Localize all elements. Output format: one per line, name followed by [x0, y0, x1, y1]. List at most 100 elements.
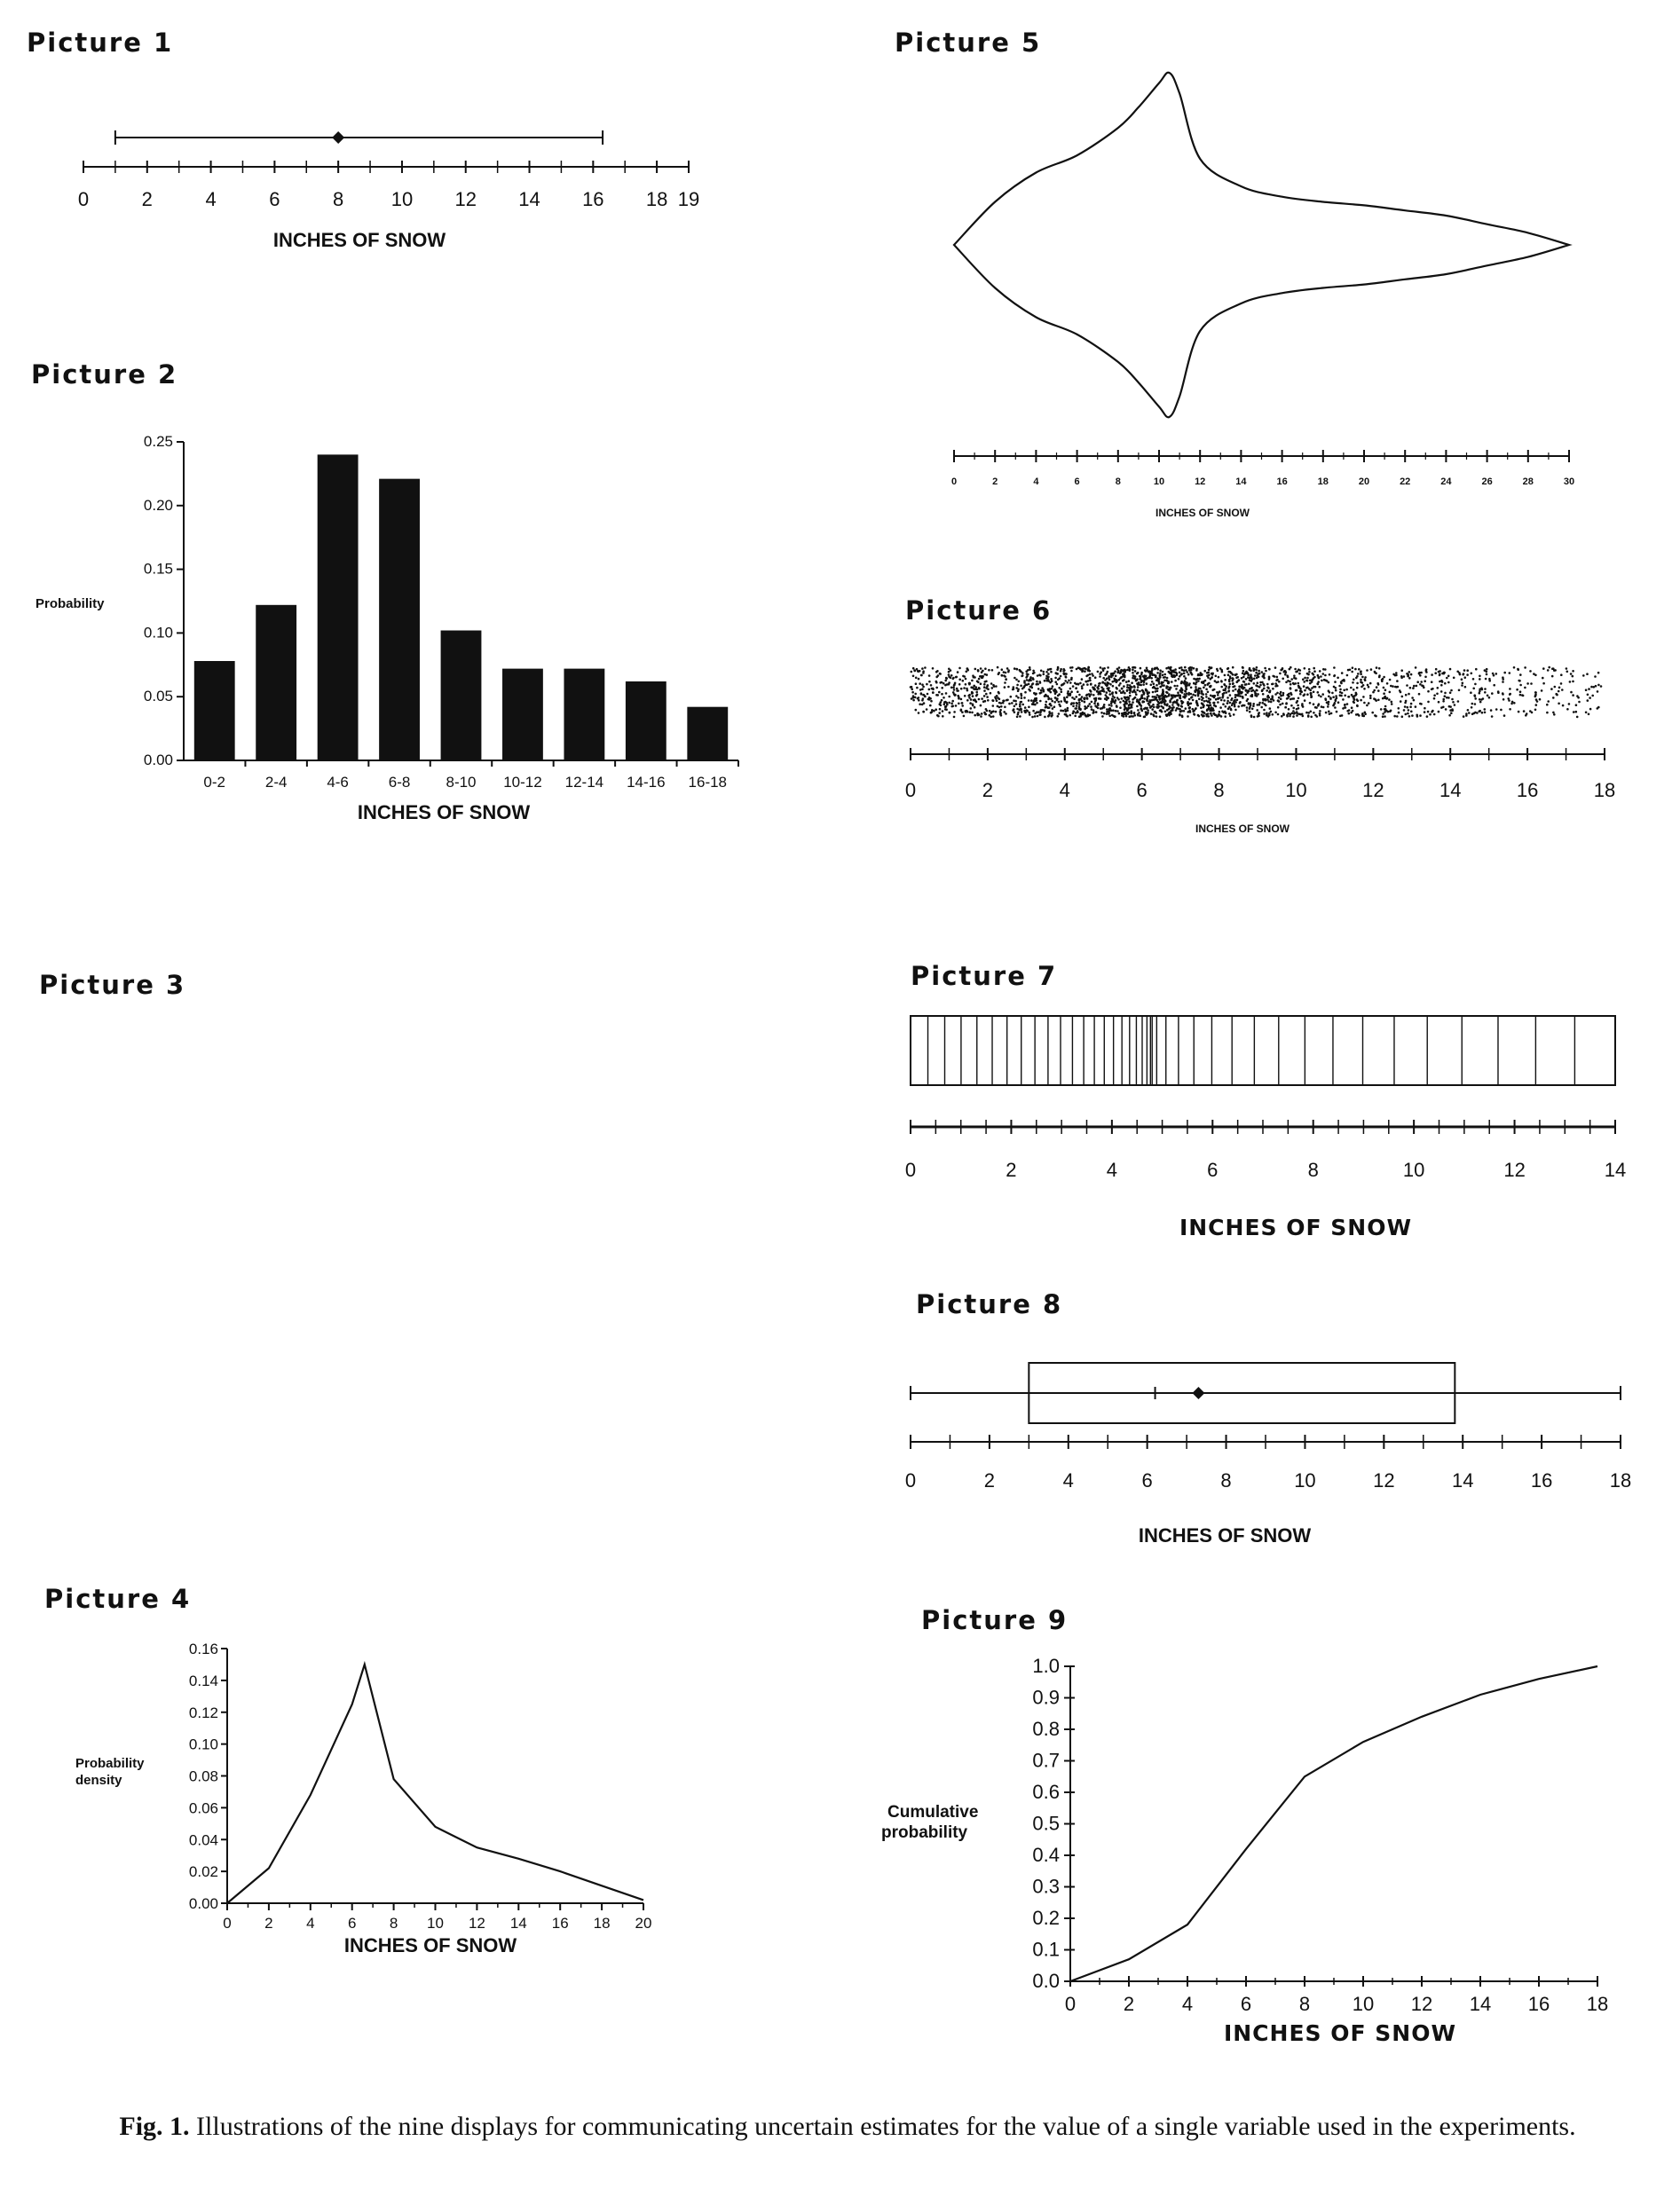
density-dot	[1155, 689, 1159, 693]
density-dot	[1360, 698, 1362, 702]
density-dot	[1143, 697, 1146, 700]
x-tick-label: 4	[1182, 1993, 1193, 2015]
density-dot	[1159, 672, 1162, 674]
density-dot	[1461, 684, 1463, 687]
density-dot	[1534, 704, 1538, 706]
density-dot	[913, 669, 916, 672]
density-dot	[1460, 678, 1463, 681]
density-dot	[959, 697, 963, 701]
density-dot	[929, 684, 933, 687]
density-dot	[1284, 673, 1287, 676]
density-dot	[1191, 707, 1195, 711]
density-dot	[1242, 697, 1244, 699]
x-tick-label: 12-14	[565, 774, 603, 791]
density-dot	[1205, 696, 1208, 698]
density-dot	[1290, 665, 1292, 669]
density-dot	[1157, 705, 1161, 708]
density-dot	[1205, 709, 1209, 712]
x-tick-label: 4	[1063, 1469, 1074, 1492]
density-dot	[1343, 678, 1345, 681]
y-tick-label: 0.02	[189, 1863, 218, 1880]
density-dot	[1193, 681, 1195, 685]
density-dot	[1207, 671, 1210, 674]
density-dot	[1126, 686, 1129, 689]
density-dot	[939, 673, 942, 675]
density-dot	[1070, 676, 1073, 680]
density-dot	[1586, 673, 1589, 675]
density-dot	[950, 674, 953, 677]
density-dot	[1271, 695, 1274, 697]
density-dot	[1599, 685, 1603, 688]
density-dot	[1204, 693, 1208, 696]
density-dot	[1244, 689, 1248, 691]
density-dot	[1201, 692, 1203, 695]
density-dot	[1413, 684, 1416, 688]
density-dot	[1168, 705, 1171, 708]
density-dot	[952, 715, 956, 719]
density-dot	[1072, 702, 1076, 705]
density-dot	[1591, 694, 1594, 697]
density-dot	[1318, 714, 1321, 717]
density-dot	[1055, 698, 1059, 702]
density-dot	[1245, 709, 1249, 712]
density-dot	[1393, 714, 1396, 718]
x-tick-label: 2	[982, 779, 993, 801]
density-dot	[1290, 693, 1293, 696]
density-dot	[1268, 712, 1271, 715]
density-dot	[1221, 694, 1225, 697]
density-dot	[1416, 681, 1419, 683]
density-dot	[1097, 697, 1100, 700]
density-dot	[1104, 694, 1108, 697]
density-dot	[958, 702, 960, 705]
density-dot	[1257, 693, 1259, 696]
density-dot	[1255, 666, 1258, 669]
density-dot	[1106, 670, 1109, 673]
density-dot	[1332, 685, 1336, 689]
density-dot	[943, 701, 946, 704]
density-dot	[1247, 703, 1250, 705]
density-dot	[1051, 713, 1053, 717]
density-dot	[947, 670, 950, 673]
density-dot	[1140, 708, 1143, 712]
density-dot	[1424, 680, 1426, 682]
density-dot	[1432, 712, 1436, 716]
x-tick-label: 6	[348, 1915, 356, 1932]
density-dot	[1366, 704, 1368, 707]
density-dot	[1266, 713, 1268, 717]
density-dot	[1223, 683, 1226, 686]
density-dot	[1503, 671, 1506, 674]
density-dot	[1221, 696, 1224, 699]
density-dot	[1422, 684, 1424, 688]
density-dot	[1033, 692, 1037, 696]
density-dot	[1400, 695, 1404, 698]
picture-8-title: Picture 8	[916, 1289, 1062, 1319]
x-tick-label: 8-10	[446, 774, 476, 791]
density-dot	[1478, 698, 1481, 701]
density-dot	[1231, 665, 1234, 669]
density-dot	[1099, 675, 1101, 678]
density-dot	[1508, 672, 1511, 674]
density-dot	[1492, 673, 1495, 677]
density-dot	[1170, 694, 1173, 697]
density-dot	[1298, 672, 1301, 675]
density-dot	[1129, 689, 1132, 692]
density-dot	[1114, 715, 1116, 718]
density-dot	[929, 704, 932, 707]
density-dot	[1159, 695, 1162, 697]
y-tick-label: 0.10	[189, 1736, 218, 1753]
density-dot	[985, 680, 988, 683]
density-dot	[1036, 714, 1039, 718]
density-dot	[1124, 681, 1128, 683]
density-dot	[1327, 703, 1329, 705]
density-dot	[1117, 678, 1121, 681]
density-dot	[918, 669, 921, 673]
density-dot	[1360, 670, 1362, 673]
density-dot	[1267, 687, 1270, 689]
density-dot	[1099, 690, 1101, 693]
density-dot	[1088, 677, 1092, 680]
density-dot	[1350, 706, 1353, 709]
density-dot	[1034, 712, 1037, 715]
density-dot	[936, 713, 939, 717]
density-dot	[1572, 711, 1575, 713]
density-dot	[1081, 687, 1084, 690]
